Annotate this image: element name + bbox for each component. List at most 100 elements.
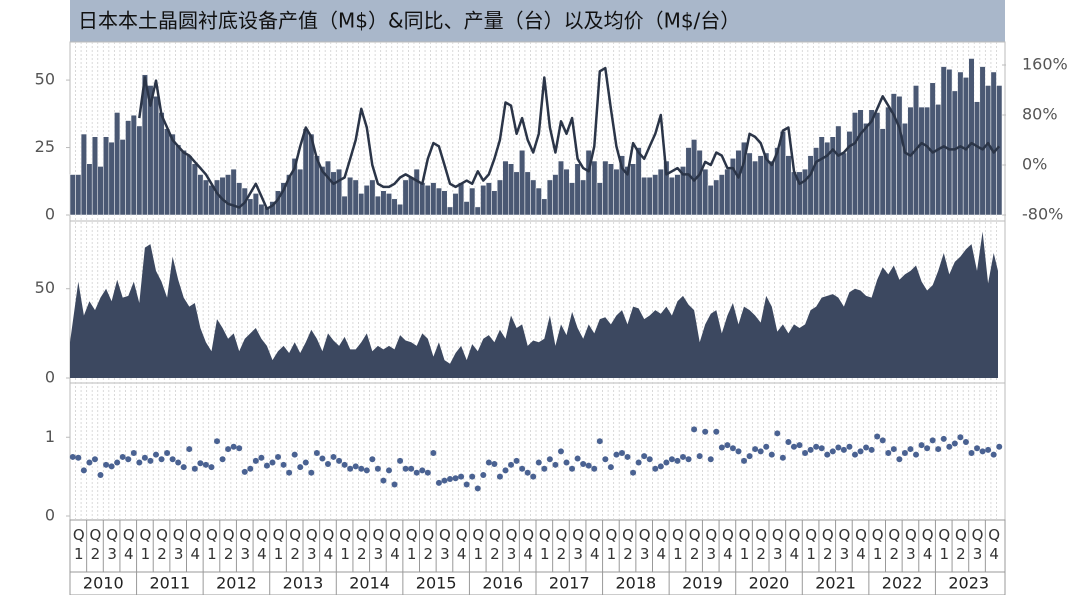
bar — [341, 195, 348, 216]
bar — [924, 106, 931, 216]
bar — [125, 120, 132, 216]
x-tick-label: Q3 — [769, 526, 787, 564]
bar — [130, 114, 137, 216]
bar — [874, 112, 881, 216]
x-tick-label: Q2 — [752, 526, 770, 564]
point — [552, 461, 559, 468]
bar — [868, 109, 875, 216]
bar — [807, 155, 814, 216]
point — [835, 444, 842, 451]
x-tick-label: Q3 — [170, 526, 188, 564]
bar — [175, 144, 182, 216]
point — [913, 451, 920, 458]
point — [940, 435, 947, 442]
point — [252, 457, 259, 464]
point — [430, 450, 437, 456]
point — [524, 469, 531, 476]
bar — [574, 163, 581, 216]
bar — [508, 163, 515, 216]
bar — [247, 198, 254, 216]
bar — [169, 133, 176, 216]
year-label: 2023 — [948, 574, 989, 593]
x-tick-label: Q2 — [552, 526, 570, 564]
point — [147, 457, 154, 464]
bar — [103, 136, 110, 216]
x-tick-label: Q4 — [253, 526, 271, 564]
point — [241, 468, 248, 475]
point — [164, 450, 171, 456]
bar — [408, 176, 415, 216]
bar — [951, 90, 958, 216]
point — [485, 459, 492, 466]
point — [696, 453, 703, 460]
bar — [502, 160, 509, 216]
y-tick-label: 50 — [35, 278, 55, 297]
point — [80, 467, 87, 474]
x-tick-label: Q1 — [736, 526, 754, 564]
point — [646, 456, 653, 463]
point — [258, 454, 265, 461]
x-tick-label: Q2 — [952, 526, 970, 564]
bar — [413, 168, 420, 216]
bar — [974, 101, 981, 216]
bar — [646, 176, 653, 216]
bar — [985, 85, 992, 216]
year-label: 2010 — [83, 574, 124, 593]
y-tick-label: -80% — [1022, 205, 1063, 224]
bar — [80, 133, 87, 216]
point — [75, 454, 82, 461]
point — [768, 451, 775, 458]
bar — [613, 168, 620, 216]
point — [724, 442, 731, 449]
point — [574, 455, 581, 462]
point — [441, 477, 448, 484]
point — [125, 456, 132, 463]
point — [591, 465, 598, 472]
bar — [302, 128, 309, 216]
bar — [202, 179, 209, 216]
point — [707, 456, 714, 463]
x-tick-label: Q3 — [236, 526, 254, 564]
bar — [430, 182, 437, 216]
bar — [707, 185, 714, 216]
bar — [213, 179, 221, 216]
y-tick-label: 0 — [45, 205, 55, 224]
bar — [835, 125, 842, 216]
point — [480, 472, 487, 479]
bar — [208, 185, 215, 216]
bar — [557, 160, 564, 216]
point — [530, 473, 537, 480]
point — [879, 437, 886, 444]
point — [846, 443, 853, 450]
point — [385, 467, 392, 474]
bar — [458, 182, 465, 216]
x-tick-label: Q2 — [885, 526, 903, 564]
year-label: 2018 — [615, 574, 656, 593]
point — [397, 457, 404, 464]
bar — [136, 125, 143, 216]
point — [813, 443, 820, 450]
point — [502, 467, 509, 474]
point — [985, 446, 992, 453]
bar — [86, 163, 93, 216]
point — [641, 453, 648, 460]
point — [585, 462, 592, 469]
x-tick-label: Q1 — [935, 526, 953, 564]
point — [824, 451, 831, 458]
point — [447, 475, 454, 482]
point — [779, 454, 786, 461]
point — [269, 459, 276, 466]
x-tick-label: Q2 — [286, 526, 304, 564]
point — [868, 446, 875, 453]
point — [979, 448, 986, 455]
bar — [197, 174, 204, 216]
point — [225, 446, 232, 453]
bar — [546, 179, 553, 216]
bar — [180, 149, 187, 216]
point — [857, 448, 864, 455]
bar — [452, 193, 459, 216]
point — [513, 457, 520, 464]
x-tick-label: Q3 — [702, 526, 720, 564]
point — [974, 445, 981, 452]
bar — [297, 168, 304, 216]
